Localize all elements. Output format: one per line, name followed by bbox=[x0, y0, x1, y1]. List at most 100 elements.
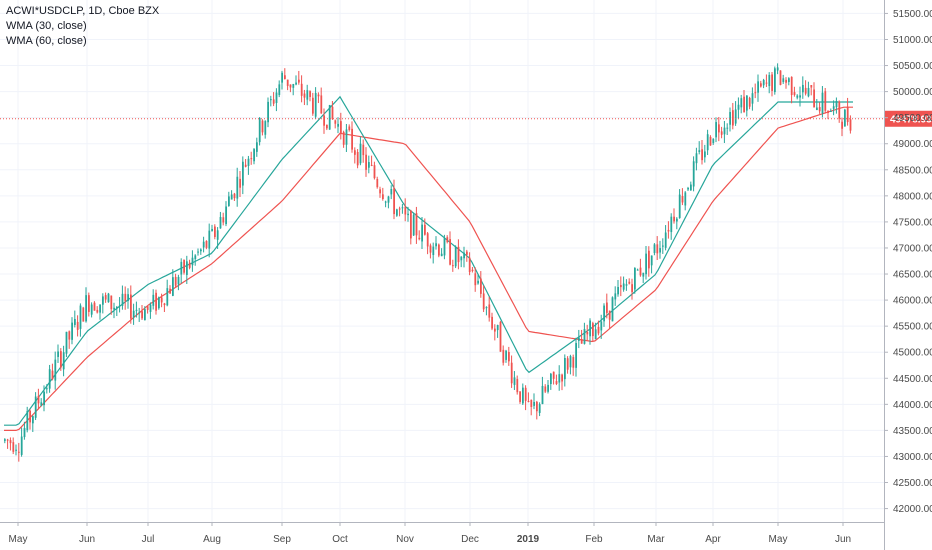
time-axis[interactable]: May Jun Jul Aug Sep Oct Nov Dec 2019 Feb Mar Apr May… bbox=[0, 522, 884, 545]
candle-down bbox=[499, 322, 502, 352]
candle-up bbox=[74, 318, 76, 325]
candle-up bbox=[208, 230, 211, 249]
candle-up bbox=[723, 127, 726, 135]
candle-up bbox=[617, 286, 619, 295]
candle-down bbox=[9, 440, 12, 444]
candle-down bbox=[88, 295, 90, 312]
candle-down bbox=[813, 89, 815, 108]
candle-down bbox=[29, 410, 31, 423]
candle-down bbox=[438, 244, 440, 256]
candle-up bbox=[547, 384, 549, 392]
candle-down bbox=[244, 164, 247, 167]
candle-up bbox=[564, 357, 566, 380]
candle-up bbox=[589, 320, 591, 337]
candle-down bbox=[96, 309, 99, 313]
symbol-title[interactable]: ACWI*USDCLP, 1D, Cboe BZX bbox=[6, 5, 160, 17]
candle-up bbox=[256, 142, 258, 152]
candle-down bbox=[110, 295, 113, 310]
candle-down bbox=[160, 297, 163, 303]
candle-down bbox=[681, 196, 684, 203]
wma-60-legend[interactable]: WMA (60, close) bbox=[6, 35, 87, 47]
candle-down bbox=[303, 93, 306, 98]
candle-up bbox=[180, 261, 183, 275]
candle-up bbox=[782, 78, 785, 82]
candle-up bbox=[197, 251, 199, 253]
candle-down bbox=[410, 210, 412, 239]
time-tick-label: May bbox=[769, 534, 788, 545]
candle-up bbox=[23, 428, 26, 438]
candle-up bbox=[583, 328, 586, 344]
candle-down bbox=[404, 206, 407, 215]
candle-up bbox=[541, 385, 544, 405]
candle-up bbox=[186, 261, 188, 275]
candle-down bbox=[51, 370, 54, 380]
wma-30-legend[interactable]: WMA (30, close) bbox=[6, 20, 87, 32]
time-tick-label: Sep bbox=[273, 534, 291, 545]
candle-up bbox=[670, 216, 673, 233]
candle-down bbox=[561, 374, 563, 382]
candle-up bbox=[407, 213, 409, 216]
candle-up bbox=[622, 283, 625, 290]
candle-down bbox=[348, 126, 351, 130]
candle-up bbox=[236, 176, 239, 199]
candle-down bbox=[429, 245, 432, 253]
candle-down bbox=[466, 251, 468, 255]
candle-up bbox=[345, 129, 348, 145]
candle-up bbox=[569, 356, 572, 368]
candle-up bbox=[34, 396, 37, 418]
candle-up bbox=[676, 218, 678, 222]
candle-up bbox=[368, 162, 370, 168]
candle-up bbox=[118, 305, 121, 307]
candle-up bbox=[26, 411, 29, 431]
candle-up bbox=[278, 84, 281, 95]
candle-down bbox=[639, 267, 642, 276]
candle-up bbox=[578, 337, 580, 341]
candle-down bbox=[250, 158, 253, 160]
candle-down bbox=[183, 260, 185, 273]
candle-up bbox=[645, 253, 647, 275]
candle-up bbox=[46, 388, 48, 390]
candle-down bbox=[351, 128, 353, 150]
candle-down bbox=[849, 119, 852, 131]
candle-up bbox=[642, 272, 645, 277]
candle-up bbox=[337, 123, 339, 127]
candle-down bbox=[163, 303, 166, 306]
time-tick-label: Aug bbox=[203, 534, 221, 545]
candle-up bbox=[412, 214, 415, 236]
candle-down bbox=[382, 194, 384, 200]
candle-down bbox=[323, 115, 325, 126]
candle-down bbox=[628, 281, 631, 284]
candle-down bbox=[527, 400, 530, 402]
candle-down bbox=[536, 401, 538, 412]
candle-down bbox=[516, 379, 519, 393]
time-tick-label: Nov bbox=[396, 534, 414, 545]
candle-up bbox=[435, 243, 437, 247]
candle-down bbox=[524, 387, 527, 401]
candle-up bbox=[740, 98, 743, 108]
candle-down bbox=[580, 339, 583, 344]
price-tick-label: 49000.00 bbox=[893, 139, 932, 150]
candle-down bbox=[530, 399, 533, 408]
candle-down bbox=[261, 120, 264, 133]
price-tick-label: 44500.00 bbox=[893, 374, 932, 385]
candle-up bbox=[116, 307, 118, 309]
candle-up bbox=[625, 284, 628, 286]
candle-up bbox=[762, 79, 765, 86]
candle-up bbox=[460, 256, 463, 261]
candle-up bbox=[558, 374, 561, 383]
candle-up bbox=[216, 230, 219, 240]
candle-down bbox=[482, 293, 485, 310]
candle-up bbox=[396, 209, 398, 216]
candle-up bbox=[144, 309, 146, 321]
candle-down bbox=[82, 307, 85, 322]
price-axis[interactable]: 42000.00 42500.00 43000.00 43500.00 44000.00… bbox=[884, 0, 932, 550]
candle-up bbox=[704, 151, 706, 158]
price-tick-label: 42000.00 bbox=[893, 504, 932, 515]
candle-up bbox=[242, 161, 244, 186]
candle-down bbox=[12, 442, 15, 452]
candle-down bbox=[169, 288, 171, 294]
candle-down bbox=[827, 110, 829, 113]
candle-up bbox=[575, 343, 577, 368]
candle-down bbox=[76, 321, 79, 330]
candle-up bbox=[79, 305, 82, 329]
